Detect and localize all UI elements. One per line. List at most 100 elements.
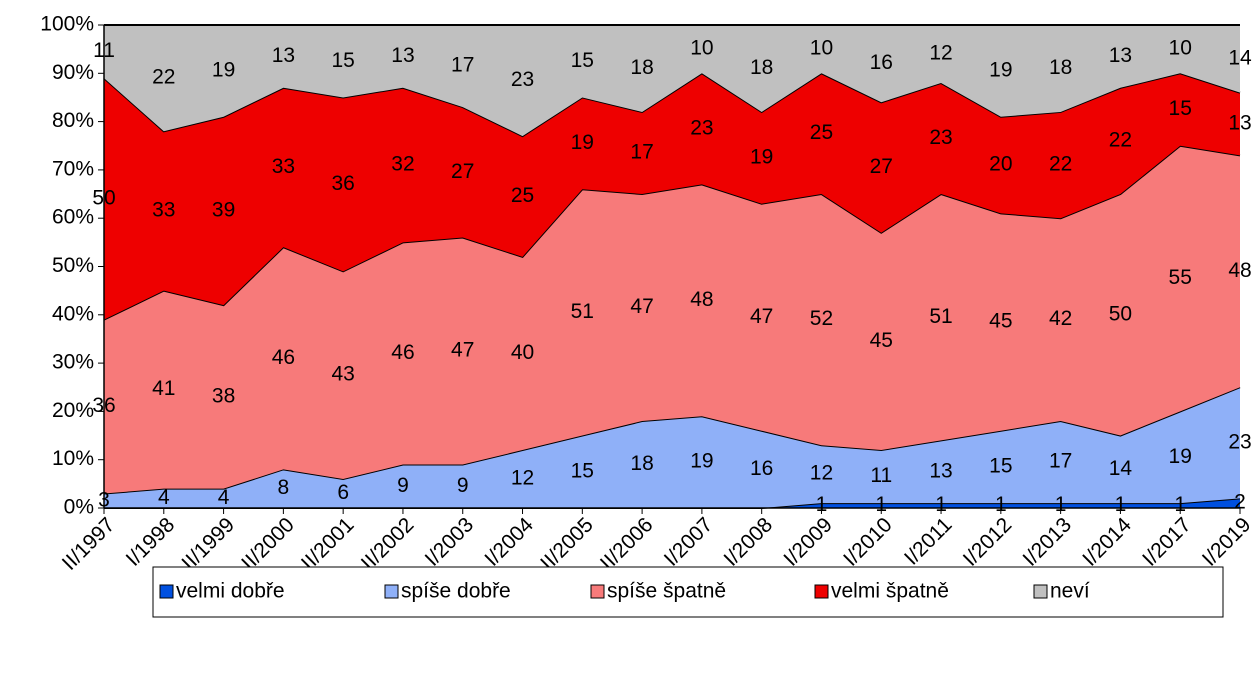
data-label: 14	[1109, 457, 1133, 480]
area	[104, 25, 1240, 137]
data-label: 15	[1169, 97, 1192, 120]
data-label: 23	[690, 116, 713, 139]
x-tick-label: I/2017	[1138, 513, 1196, 571]
data-label: 15	[331, 49, 354, 72]
data-label: 25	[511, 184, 534, 207]
x-tick-label: I/2014	[1078, 513, 1136, 571]
data-label: 9	[397, 474, 409, 497]
data-label: 19	[989, 58, 1012, 81]
data-label: 47	[630, 295, 653, 318]
data-label: 18	[630, 452, 653, 475]
data-label: 45	[870, 329, 893, 352]
data-label: 18	[630, 56, 653, 79]
legend-label: neví	[1050, 580, 1090, 603]
data-label: 15	[989, 454, 1012, 477]
data-label: 51	[929, 305, 952, 328]
data-label: 23	[511, 68, 534, 91]
data-label: 15	[571, 459, 594, 482]
data-label: 18	[750, 56, 773, 79]
data-label: 13	[391, 44, 414, 67]
data-label: 19	[212, 58, 235, 81]
data-label: 13	[1109, 44, 1132, 67]
data-label: 36	[331, 172, 354, 195]
data-label: 50	[1109, 302, 1132, 325]
data-label: 45	[989, 310, 1012, 333]
x-tick-label: I/2004	[480, 513, 538, 571]
x-tick-label: I/2013	[1019, 513, 1077, 571]
data-label: 1	[1174, 493, 1186, 516]
data-label: 47	[750, 305, 773, 328]
legend-swatch	[1033, 584, 1048, 599]
data-label: 46	[272, 346, 295, 369]
x-tick-label: I/2008	[720, 513, 778, 571]
data-label: 39	[212, 199, 235, 222]
data-label: 17	[1049, 450, 1072, 473]
legend-swatch	[159, 584, 174, 599]
area	[104, 387, 1240, 508]
data-label: 10	[810, 37, 833, 60]
data-label: 16	[870, 51, 893, 74]
data-label: 12	[511, 467, 534, 490]
x-tick-label: I/2010	[839, 513, 897, 571]
x-tick-label: II/2006	[596, 513, 658, 575]
legend-label: velmi špatně	[831, 580, 949, 603]
y-tick-label: 60%	[52, 206, 94, 229]
x-tick-label: I/2019	[1198, 513, 1256, 571]
data-label: 8	[278, 476, 290, 499]
data-label: 10	[1169, 37, 1192, 60]
y-tick-label: 50%	[52, 254, 94, 277]
x-tick-label: I/2009	[779, 513, 837, 571]
x-tick-label: II/1999	[177, 513, 239, 575]
x-tick-label: I/2007	[660, 513, 718, 571]
x-tick-label: I/1998	[122, 513, 180, 571]
data-label: 22	[1109, 128, 1132, 151]
data-label: 41	[152, 377, 175, 400]
y-tick-label: 40%	[52, 302, 94, 325]
y-tick-label: 90%	[52, 61, 94, 84]
data-label: 19	[690, 450, 713, 473]
data-label: 22	[1049, 153, 1072, 176]
data-label: 4	[218, 486, 230, 509]
x-tick-label: I/2012	[959, 513, 1017, 571]
data-label: 1	[995, 493, 1007, 516]
data-label: 1	[935, 493, 947, 516]
legend-swatch	[384, 584, 399, 599]
data-label: 12	[929, 42, 952, 65]
data-label: 42	[1049, 307, 1072, 330]
data-label: 14	[1228, 46, 1252, 69]
data-label: 27	[870, 155, 893, 178]
data-label: 55	[1169, 266, 1192, 289]
y-tick-label: 80%	[52, 109, 94, 132]
data-label: 13	[1228, 112, 1251, 135]
data-label: 23	[929, 126, 952, 149]
data-label: 52	[810, 307, 833, 330]
data-label: 18	[1049, 56, 1072, 79]
data-label: 13	[929, 459, 952, 482]
data-label: 1	[1055, 493, 1067, 516]
legend-swatch	[590, 584, 605, 599]
data-label: 10	[690, 37, 713, 60]
data-label: 4	[158, 486, 170, 509]
data-label: 1	[1115, 493, 1127, 516]
data-label: 51	[571, 300, 594, 323]
data-label: 33	[152, 199, 175, 222]
y-tick-label: 30%	[52, 351, 94, 374]
data-label: 32	[391, 153, 414, 176]
area	[104, 498, 1240, 508]
data-label: 19	[571, 131, 594, 154]
data-label: 9	[457, 474, 469, 497]
data-label: 38	[212, 384, 235, 407]
data-label: 11	[870, 464, 892, 487]
data-label: 17	[630, 141, 653, 164]
data-label: 47	[451, 339, 474, 362]
y-tick-label: 20%	[52, 399, 94, 422]
data-label: 13	[272, 44, 295, 67]
x-tick-label: II/2001	[297, 513, 359, 575]
y-tick-label: 0%	[64, 496, 94, 519]
data-label: 25	[810, 121, 833, 144]
data-label: 2	[1234, 491, 1246, 514]
data-label: 23	[1228, 430, 1251, 453]
legend-label: velmi dobře	[176, 580, 285, 603]
area	[104, 73, 1240, 320]
data-label: 48	[690, 288, 713, 311]
